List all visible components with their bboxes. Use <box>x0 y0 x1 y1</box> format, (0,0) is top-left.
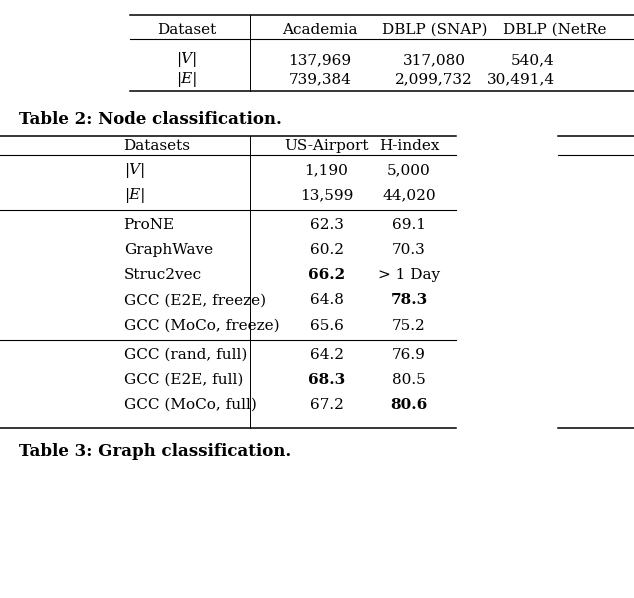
Text: 30,491,4: 30,491,4 <box>487 72 555 87</box>
Text: 44,020: 44,020 <box>382 189 436 203</box>
Text: Dataset: Dataset <box>157 23 217 37</box>
Text: 65.6: 65.6 <box>309 319 344 332</box>
Text: GCC (rand, full): GCC (rand, full) <box>124 347 247 362</box>
Text: |E|: |E| <box>176 72 198 87</box>
Text: 75.2: 75.2 <box>392 319 426 332</box>
Text: 2,099,732: 2,099,732 <box>396 72 473 87</box>
Text: > 1 Day: > 1 Day <box>378 268 440 282</box>
Text: 78.3: 78.3 <box>391 294 427 307</box>
Text: 80.5: 80.5 <box>392 373 426 387</box>
Text: ProNE: ProNE <box>124 218 175 232</box>
Text: Datasets: Datasets <box>124 139 191 153</box>
Text: 69.1: 69.1 <box>392 218 426 232</box>
Text: 76.9: 76.9 <box>392 347 426 362</box>
Text: 5,000: 5,000 <box>387 164 431 178</box>
Text: 80.6: 80.6 <box>391 398 427 412</box>
Text: 62.3: 62.3 <box>309 218 344 232</box>
Text: |E|: |E| <box>124 188 145 203</box>
Text: 68.3: 68.3 <box>308 373 345 387</box>
Text: 70.3: 70.3 <box>392 243 426 257</box>
Text: 739,384: 739,384 <box>288 72 352 87</box>
Text: DBLP (SNAP): DBLP (SNAP) <box>382 23 487 37</box>
Text: GCC (MoCo, full): GCC (MoCo, full) <box>124 398 257 412</box>
Text: GCC (MoCo, freeze): GCC (MoCo, freeze) <box>124 319 279 332</box>
Text: Academia: Academia <box>282 23 358 37</box>
Text: Struc2vec: Struc2vec <box>124 268 202 282</box>
Text: 64.2: 64.2 <box>309 347 344 362</box>
Text: DBLP (NetRe: DBLP (NetRe <box>503 23 607 37</box>
Text: Table 3: Graph classification.: Table 3: Graph classification. <box>19 443 291 460</box>
Text: GraphWave: GraphWave <box>124 243 213 257</box>
Text: GCC (E2E, freeze): GCC (E2E, freeze) <box>124 294 266 307</box>
Text: GCC (E2E, full): GCC (E2E, full) <box>124 373 243 387</box>
Text: 60.2: 60.2 <box>309 243 344 257</box>
Text: 540,4: 540,4 <box>511 53 555 67</box>
Text: Table 2: Node classification.: Table 2: Node classification. <box>19 111 282 128</box>
Text: 67.2: 67.2 <box>309 398 344 412</box>
Text: |V|: |V| <box>124 163 145 178</box>
Text: |V|: |V| <box>176 52 198 68</box>
Text: 66.2: 66.2 <box>308 268 345 282</box>
Text: 137,969: 137,969 <box>288 53 352 67</box>
Text: US-Airport: US-Airport <box>284 139 369 153</box>
Text: 1,190: 1,190 <box>304 164 349 178</box>
Text: 64.8: 64.8 <box>309 294 344 307</box>
Text: 13,599: 13,599 <box>300 189 353 203</box>
Text: H-index: H-index <box>378 139 439 153</box>
Text: 317,080: 317,080 <box>403 53 466 67</box>
